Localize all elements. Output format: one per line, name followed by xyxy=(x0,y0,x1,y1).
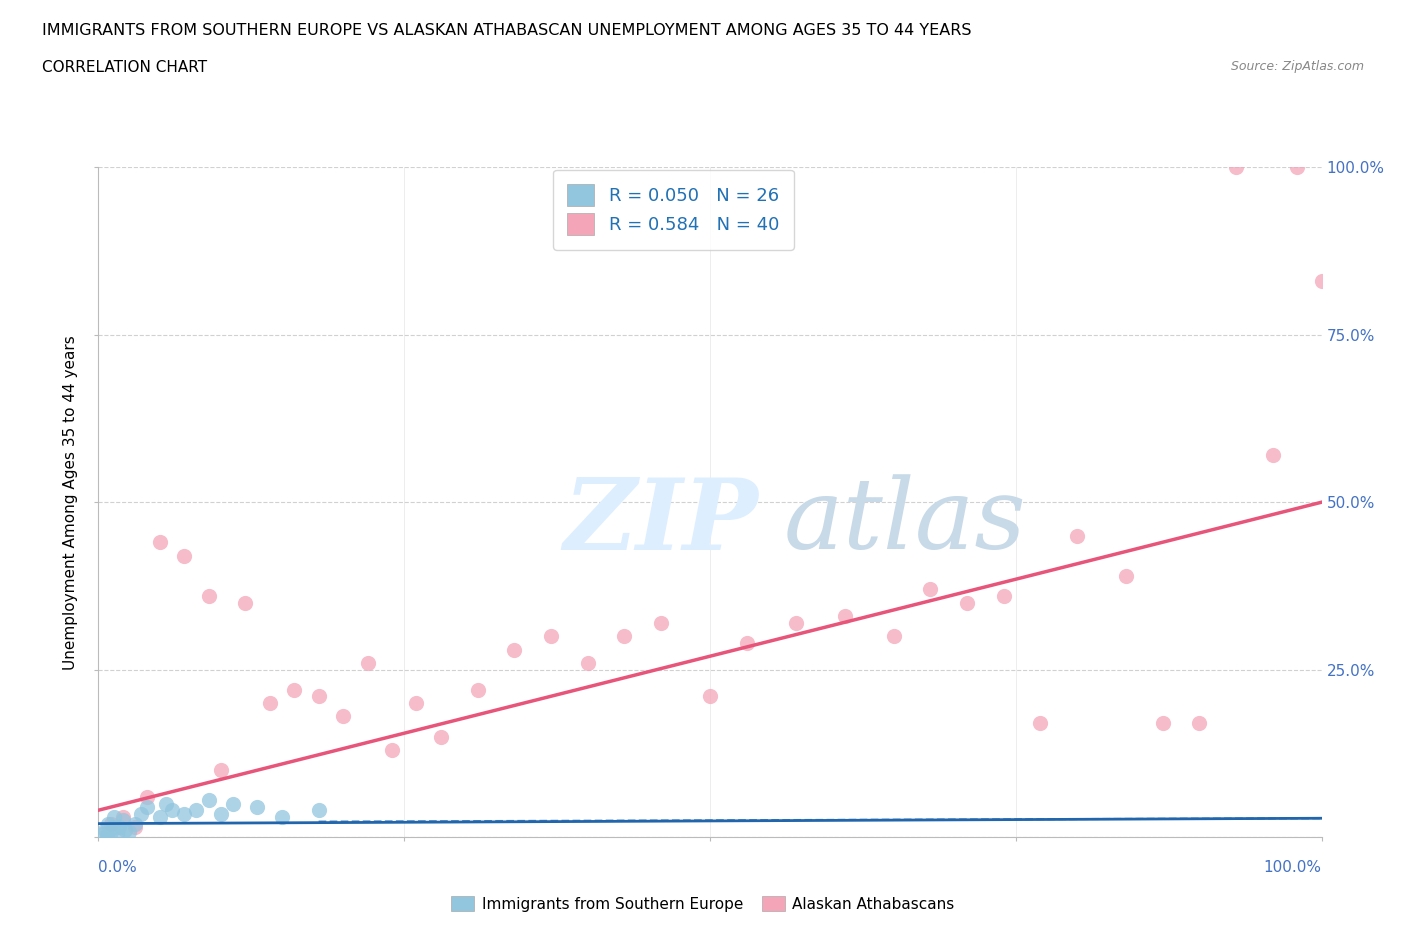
Point xyxy=(160,803,183,817)
Point xyxy=(96,828,118,843)
Point xyxy=(149,809,172,824)
Text: atlas: atlas xyxy=(783,474,1026,570)
Point xyxy=(270,809,294,824)
Text: CORRELATION CHART: CORRELATION CHART xyxy=(42,60,207,75)
Point xyxy=(1152,716,1174,731)
Point xyxy=(136,790,159,804)
Point xyxy=(956,595,979,610)
Point xyxy=(283,683,305,698)
Point xyxy=(785,616,807,631)
Point xyxy=(124,819,146,834)
Point xyxy=(1286,160,1309,175)
Point xyxy=(155,796,177,811)
Text: IMMIGRANTS FROM SOUTHERN EUROPE VS ALASKAN ATHABASCAN UNEMPLOYMENT AMONG AGES 35: IMMIGRANTS FROM SOUTHERN EUROPE VS ALASK… xyxy=(42,23,972,38)
Point xyxy=(1225,160,1247,175)
Point xyxy=(222,796,245,811)
Point xyxy=(308,803,330,817)
Text: 0.0%: 0.0% xyxy=(98,860,138,875)
Point xyxy=(650,616,672,631)
Point xyxy=(100,817,122,831)
Point xyxy=(111,813,134,828)
Point xyxy=(101,819,124,834)
Point xyxy=(467,683,489,698)
Point xyxy=(883,629,905,644)
Point xyxy=(209,763,232,777)
Point xyxy=(149,535,172,550)
Point xyxy=(356,656,378,671)
Point xyxy=(186,803,208,817)
Point xyxy=(1261,448,1284,463)
Text: 100.0%: 100.0% xyxy=(1264,860,1322,875)
Point xyxy=(114,823,136,838)
Y-axis label: Unemployment Among Ages 35 to 44 years: Unemployment Among Ages 35 to 44 years xyxy=(63,335,79,670)
Point xyxy=(233,595,256,610)
Point xyxy=(613,629,636,644)
Point xyxy=(118,824,141,839)
Text: ZIP: ZIP xyxy=(564,474,758,570)
Point xyxy=(993,589,1015,604)
Point xyxy=(105,826,128,841)
Point xyxy=(699,689,721,704)
Point xyxy=(91,826,114,841)
Point xyxy=(1115,568,1137,583)
Point xyxy=(209,806,232,821)
Point xyxy=(124,817,146,831)
Point xyxy=(100,824,122,839)
Point xyxy=(332,709,354,724)
Point xyxy=(108,819,131,834)
Point xyxy=(405,696,427,711)
Point xyxy=(129,806,152,821)
Legend: R = 0.050   N = 26, R = 0.584   N = 40: R = 0.050 N = 26, R = 0.584 N = 40 xyxy=(553,170,794,250)
Point xyxy=(173,806,195,821)
Point xyxy=(381,742,404,757)
Point xyxy=(111,809,134,824)
Point xyxy=(576,656,599,671)
Point xyxy=(246,800,269,815)
Point xyxy=(735,635,758,650)
Point xyxy=(259,696,281,711)
Point xyxy=(1066,528,1088,543)
Text: Source: ZipAtlas.com: Source: ZipAtlas.com xyxy=(1230,60,1364,73)
Point xyxy=(103,809,125,824)
Point xyxy=(1188,716,1211,731)
Point xyxy=(197,792,219,807)
Legend: Immigrants from Southern Europe, Alaskan Athabascans: Immigrants from Southern Europe, Alaskan… xyxy=(446,889,960,918)
Point xyxy=(308,689,330,704)
Point xyxy=(197,589,219,604)
Point xyxy=(503,642,526,657)
Point xyxy=(430,729,453,744)
Point xyxy=(93,823,115,838)
Point xyxy=(136,800,159,815)
Point xyxy=(540,629,562,644)
Point xyxy=(97,817,120,831)
Point xyxy=(173,549,195,564)
Point xyxy=(1029,716,1052,731)
Point xyxy=(834,608,856,623)
Point xyxy=(1310,273,1333,288)
Point xyxy=(920,582,942,597)
